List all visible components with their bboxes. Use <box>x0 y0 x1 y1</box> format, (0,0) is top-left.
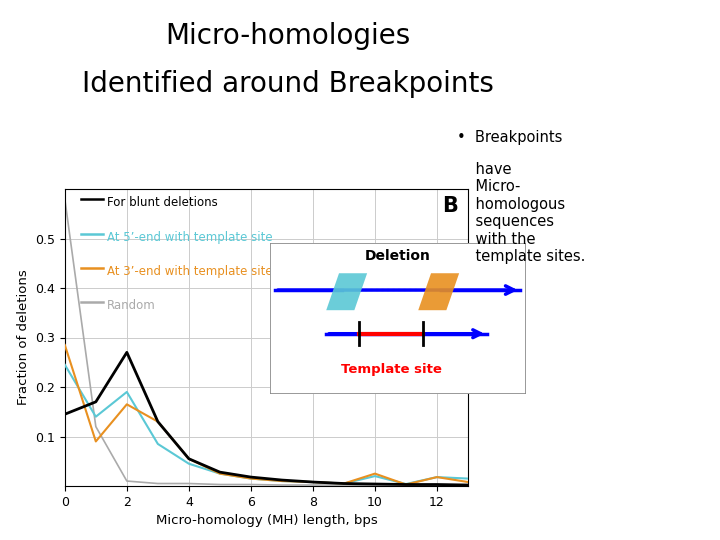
Polygon shape <box>418 273 459 310</box>
Text: •  Breakpoints: • Breakpoints <box>457 130 562 145</box>
Text: Micro-homologies: Micro-homologies <box>166 22 410 50</box>
Text: Deletion: Deletion <box>365 249 431 264</box>
X-axis label: Micro-homology (MH) length, bps: Micro-homology (MH) length, bps <box>156 514 377 527</box>
Text: Identified around Breakpoints: Identified around Breakpoints <box>82 70 494 98</box>
Text: Random: Random <box>107 299 156 312</box>
Text: At 3’-end with template site: At 3’-end with template site <box>107 265 273 278</box>
Text: Template site: Template site <box>341 362 442 375</box>
Text: have
    Micro-
    homologous
    sequences
    with the
    template sites.: have Micro- homologous sequences with th… <box>457 162 585 264</box>
Y-axis label: Fraction of deletions: Fraction of deletions <box>17 269 30 406</box>
Text: At 5’-end with template site: At 5’-end with template site <box>107 231 273 244</box>
Text: For blunt deletions: For blunt deletions <box>107 197 218 210</box>
Polygon shape <box>326 273 367 310</box>
Text: B: B <box>442 197 458 217</box>
